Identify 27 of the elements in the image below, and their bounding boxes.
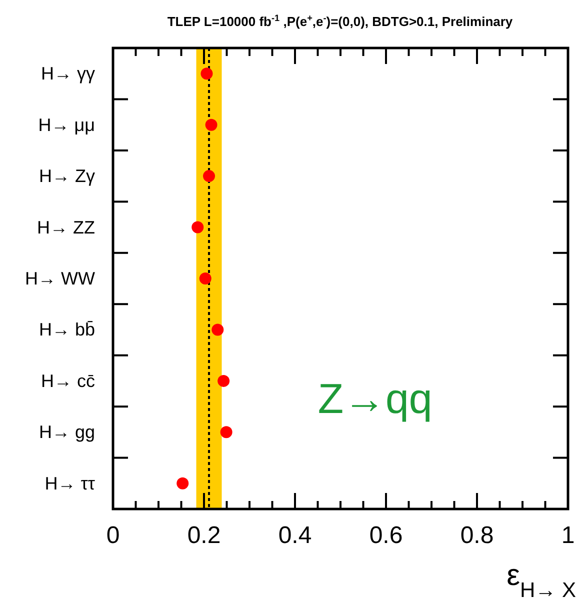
x-axis-title: ε$_{H→ X}$ <box>506 559 576 602</box>
y-tick-label: H→ γγ <box>41 64 95 84</box>
x-tick-label: 0 <box>106 522 120 549</box>
x-tick-label: 0.4 <box>278 522 312 549</box>
annotation: Z→qq <box>318 375 432 422</box>
y-tick-label: H→ bb̄ <box>38 320 95 340</box>
point <box>205 118 218 131</box>
x-tick-label: 0.6 <box>369 522 403 549</box>
point <box>192 221 204 234</box>
y-tick-label: H→ cc̄ <box>41 370 95 391</box>
y-tick-label: H→ μμ <box>38 114 95 135</box>
point <box>218 374 230 387</box>
y-tick-label: H→ ττ <box>44 473 95 494</box>
y-tick-label: H→ Zγ <box>39 166 95 186</box>
point <box>176 477 189 490</box>
point <box>220 426 232 438</box>
point <box>200 68 213 80</box>
point <box>212 324 224 336</box>
y-tick-label: H→ gg <box>38 422 95 442</box>
x-tick-label: 0.8 <box>460 522 494 549</box>
point <box>203 170 216 182</box>
y-tick-label: H→ ZZ <box>37 217 95 238</box>
x-tick-label: 1 <box>561 522 575 549</box>
point <box>199 272 212 284</box>
chart-title: TLEP L=10000 fb$^{-1}$ ,P(e$^{+}$,e$^{-}$)=(0,0), BDTG>0.1, Preliminary <box>167 13 514 29</box>
x-tick-label: 0.2 <box>187 522 221 549</box>
y-tick-label: H→ WW <box>25 268 96 288</box>
